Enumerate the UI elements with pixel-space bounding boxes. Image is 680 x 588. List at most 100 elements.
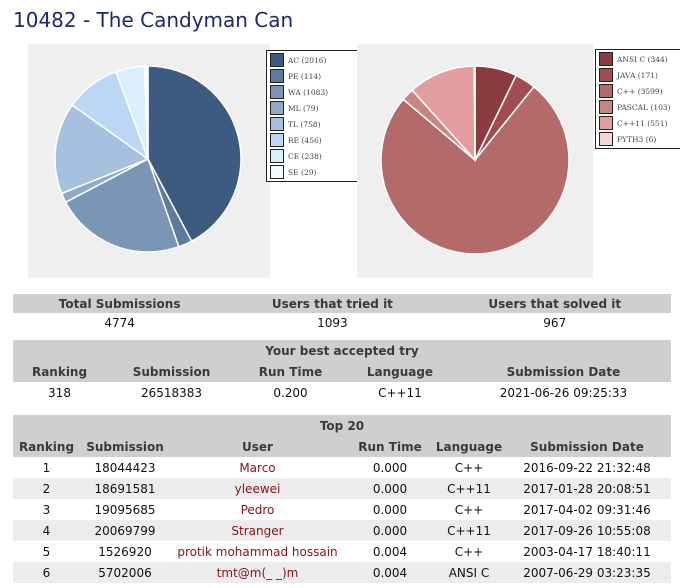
verdict-legend-swatch — [270, 53, 284, 67]
verdict-legend: AC (2016) PE (114) WA (1083) ML (79) TL (758… — [266, 50, 360, 182]
language-legend-item: PYTH3 (6) — [599, 131, 677, 147]
table-row: 318 26518383 0.200 C++11 2021-06-26 09:2… — [13, 382, 671, 403]
verdict-legend-swatch — [270, 165, 284, 179]
language-slice-4 — [411, 65, 476, 162]
language-legend-swatch — [599, 116, 613, 130]
user-link[interactable]: protik mohammad hossain — [170, 541, 345, 562]
submission-cell: 18691581 — [80, 478, 170, 499]
verdict-slice-4 — [54, 103, 150, 195]
top20-header-submission: Submission — [80, 436, 170, 457]
verdict-legend-item: PE (114) — [270, 68, 356, 84]
best-header-language: Language — [344, 361, 456, 382]
language-legend-item: ANSI C (344) — [599, 51, 677, 67]
top20-caption: Top 20 — [13, 415, 671, 436]
table-row: 1 18044423 Marco 0.000 C++ 2016-09-22 21… — [13, 457, 671, 478]
user-link[interactable]: tmt@m(_ _)m — [170, 562, 345, 583]
language-legend-label: C++11 (551) — [617, 118, 668, 128]
user-link[interactable]: Marco — [170, 457, 345, 478]
table-row: 3 19095685 Pedro 0.000 C++ 2017-04-02 09… — [13, 499, 671, 520]
language-cell: C++ — [435, 499, 503, 520]
verdict-slice-7 — [143, 65, 149, 160]
top20-header-ranking: Ranking — [13, 436, 80, 457]
verdict-legend-label: AC (2016) — [288, 55, 327, 65]
language-slice-5 — [473, 65, 476, 161]
best-header-date: Submission Date — [455, 361, 671, 382]
date-cell: 2017-01-28 20:08:51 — [503, 478, 671, 499]
verdict-legend-item: AC (2016) — [270, 52, 356, 68]
language-legend-item: PASCAL (103) — [599, 99, 677, 115]
language-legend-label: PASCAL (103) — [617, 102, 671, 112]
table-row: 4 20069799 Stranger 0.000 C++11 2017-09-… — [13, 520, 671, 541]
table-row: 5 1526920 protik mohammad hossain 0.004 … — [13, 541, 671, 562]
language-pie-chart — [380, 65, 570, 255]
language-cell: ANSI C — [435, 562, 503, 583]
runtime-cell: 0.000 — [345, 520, 435, 541]
language-legend-label: C++ (3599) — [617, 86, 663, 96]
verdict-legend-swatch — [270, 133, 284, 147]
verdict-legend-label: ML (79) — [288, 103, 319, 113]
language-legend-label: PYTH3 (6) — [617, 134, 657, 144]
best-try-caption: Your best accepted try — [13, 340, 671, 361]
stats-solved-value: 967 — [438, 313, 671, 332]
best-ranking: 318 — [13, 382, 107, 403]
runtime-cell: 0.004 — [345, 562, 435, 583]
top20-table: Top 20 Ranking Submission User Run Time … — [13, 415, 671, 583]
top20-header-user: User — [170, 436, 345, 457]
verdict-legend-label: PE (114) — [288, 71, 322, 81]
best-date: 2021-06-26 09:25:33 — [455, 382, 671, 403]
runtime-cell: 0.000 — [345, 478, 435, 499]
rank-cell: 4 — [13, 520, 80, 541]
date-cell: 2007-06-29 03:23:35 — [503, 562, 671, 583]
language-legend-item: C++ (3599) — [599, 83, 677, 99]
verdict-chart-panel — [28, 44, 270, 278]
submission-cell: 20069799 — [80, 520, 170, 541]
verdict-slice-0 — [147, 65, 242, 243]
best-header-submission: Submission — [106, 361, 237, 382]
verdict-legend-swatch — [270, 101, 284, 115]
user-link[interactable]: yleewei — [170, 478, 345, 499]
verdict-legend-item: TL (758) — [270, 116, 356, 132]
top20-header-date: Submission Date — [503, 436, 671, 457]
date-cell: 2017-09-26 10:55:08 — [503, 520, 671, 541]
language-legend-item: JAVA (171) — [599, 67, 677, 83]
best-runtime: 0.200 — [236, 382, 345, 403]
verdict-legend-swatch — [270, 117, 284, 131]
language-cell: C++ — [435, 541, 503, 562]
verdict-legend-swatch — [270, 85, 284, 99]
date-cell: 2017-04-02 09:31:46 — [503, 499, 671, 520]
verdict-legend-item: CE (238) — [270, 148, 356, 164]
user-link[interactable]: Pedro — [170, 499, 345, 520]
best-try-table: Your best accepted try Ranking Submissio… — [13, 340, 671, 403]
verdict-legend-item: RE (456) — [270, 132, 356, 148]
top20-header-language: Language — [435, 436, 503, 457]
submission-cell: 19095685 — [80, 499, 170, 520]
stats-table: Total Submissions Users that tried it Us… — [13, 294, 671, 332]
language-chart-panel — [357, 44, 593, 278]
verdict-legend-item: SE (29) — [270, 164, 356, 180]
language-legend-swatch — [599, 68, 613, 82]
stats-tried-value: 1093 — [226, 313, 439, 332]
runtime-cell: 0.004 — [345, 541, 435, 562]
rank-cell: 3 — [13, 499, 80, 520]
top20-header-runtime: Run Time — [345, 436, 435, 457]
date-cell: 2003-04-17 18:40:11 — [503, 541, 671, 562]
language-cell: C++ — [435, 457, 503, 478]
submission-cell: 18044423 — [80, 457, 170, 478]
best-header-ranking: Ranking — [13, 361, 107, 382]
stats-total-value: 4774 — [13, 313, 227, 332]
verdict-legend-label: SE (29) — [288, 167, 317, 177]
runtime-cell: 0.000 — [345, 457, 435, 478]
user-link[interactable]: Stranger — [170, 520, 345, 541]
language-legend-swatch — [599, 100, 613, 114]
language-legend-item: C++11 (551) — [599, 115, 677, 131]
verdict-legend-item: ML (79) — [270, 100, 356, 116]
runtime-cell: 0.000 — [345, 499, 435, 520]
table-row: 6 5702006 tmt@m(_ _)m 0.004 ANSI C 2007-… — [13, 562, 671, 583]
verdict-legend-label: CE (238) — [288, 151, 322, 161]
verdict-legend-label: WA (1083) — [288, 87, 329, 97]
date-cell: 2016-09-22 21:32:48 — [503, 457, 671, 478]
language-legend-swatch — [599, 84, 613, 98]
rank-cell: 2 — [13, 478, 80, 499]
rank-cell: 6 — [13, 562, 80, 583]
verdict-legend-swatch — [270, 69, 284, 83]
